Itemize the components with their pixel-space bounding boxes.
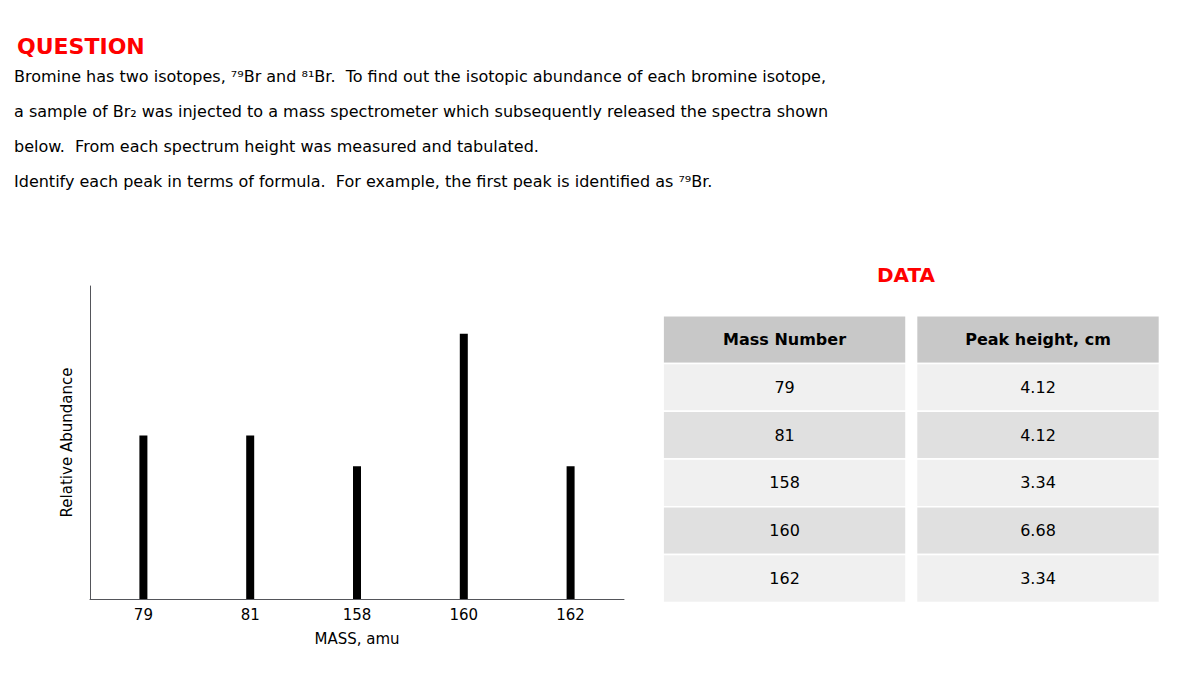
svg-text:Bromine has two isotopes, ⁷⁹Br: Bromine has two isotopes, ⁷⁹Br and ⁸¹Br.… [14, 67, 826, 86]
svg-text:81: 81 [241, 606, 260, 624]
svg-text:Relative Abundance: Relative Abundance [58, 368, 76, 518]
svg-text:3.34: 3.34 [1020, 569, 1056, 588]
svg-text:DATA: DATA [877, 263, 936, 287]
svg-text:160: 160 [449, 606, 478, 624]
svg-text:158: 158 [343, 606, 372, 624]
svg-text:81: 81 [774, 426, 794, 445]
svg-text:3.34: 3.34 [1020, 473, 1056, 492]
svg-text:Mass Number: Mass Number [723, 330, 846, 349]
svg-text:Peak height, cm: Peak height, cm [965, 330, 1111, 349]
svg-text:4.12: 4.12 [1020, 426, 1056, 445]
svg-text:79: 79 [774, 378, 794, 397]
svg-text:below. From each spectrum hei: below. From each spectrum height was mea… [14, 137, 539, 156]
svg-text:a sample of Br₂ was injected t: a sample of Br₂ was injected to a mass s… [14, 102, 828, 121]
svg-text:160: 160 [769, 521, 800, 540]
svg-text:162: 162 [556, 606, 585, 624]
svg-text:6.68: 6.68 [1020, 521, 1056, 540]
svg-text:162: 162 [769, 569, 800, 588]
svg-text:QUESTION: QUESTION [17, 34, 145, 59]
svg-text:Identify each peak in terms of: Identify each peak in terms of formula. … [14, 172, 712, 191]
svg-text:79: 79 [134, 606, 153, 624]
svg-text:158: 158 [769, 473, 800, 492]
svg-text:MASS, amu: MASS, amu [314, 630, 399, 648]
svg-text:4.12: 4.12 [1020, 378, 1056, 397]
